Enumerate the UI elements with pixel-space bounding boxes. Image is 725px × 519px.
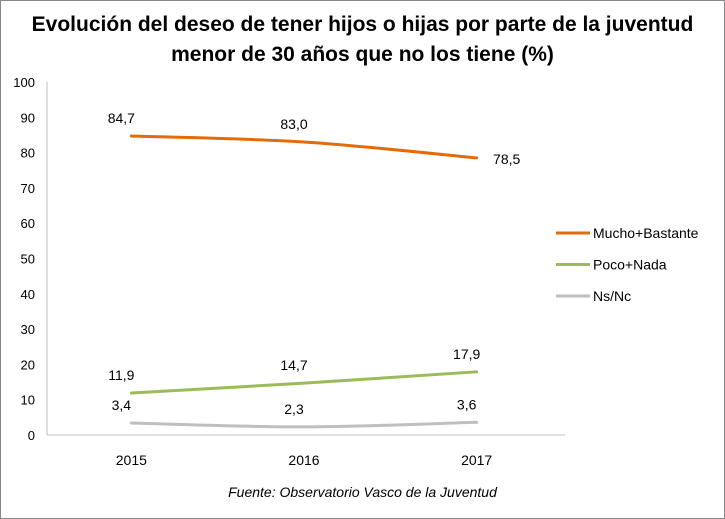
data-label: 17,9 — [453, 346, 480, 362]
y-tick-label: 90 — [21, 110, 35, 125]
y-tick-label: 40 — [21, 287, 35, 302]
y-tick-label: 50 — [21, 252, 35, 267]
y-tick-label: 30 — [21, 322, 35, 337]
data-label: 3,4 — [112, 397, 132, 413]
chart-source: Fuente: Observatorio Vasco de la Juventu… — [228, 484, 497, 500]
y-tick-label: 10 — [21, 393, 35, 408]
x-tick-label: 2016 — [288, 452, 319, 468]
series-line-ns-nc — [129, 420, 479, 429]
data-label: 84,7 — [108, 110, 135, 126]
legend-label: Ns/Nc — [593, 288, 631, 304]
legend-label: Poco+Nada — [593, 257, 667, 273]
data-label: 3,6 — [457, 396, 477, 412]
data-label: 11,9 — [108, 367, 134, 383]
series-line-poco-nada — [129, 370, 479, 395]
data-label: 78,5 — [493, 151, 520, 167]
series-line-mucho-bastante — [129, 134, 479, 160]
y-tick-label: 60 — [21, 216, 35, 231]
x-tick-label: 2017 — [461, 452, 492, 468]
y-tick-label: 20 — [21, 357, 35, 372]
y-tick-label: 80 — [21, 146, 35, 161]
data-label: 14,7 — [280, 357, 307, 373]
x-tick-label: 2015 — [116, 452, 147, 468]
data-label: 83,0 — [280, 116, 307, 132]
y-tick-label: 100 — [13, 75, 35, 90]
y-tick-label: 70 — [21, 181, 35, 196]
y-tick-label: 0 — [28, 428, 35, 443]
legend-label: Mucho+Bastante — [593, 225, 699, 241]
data-label: 2,3 — [284, 401, 304, 417]
chart-title: Evolución del deseo de tener hijos o hij… — [31, 13, 694, 66]
